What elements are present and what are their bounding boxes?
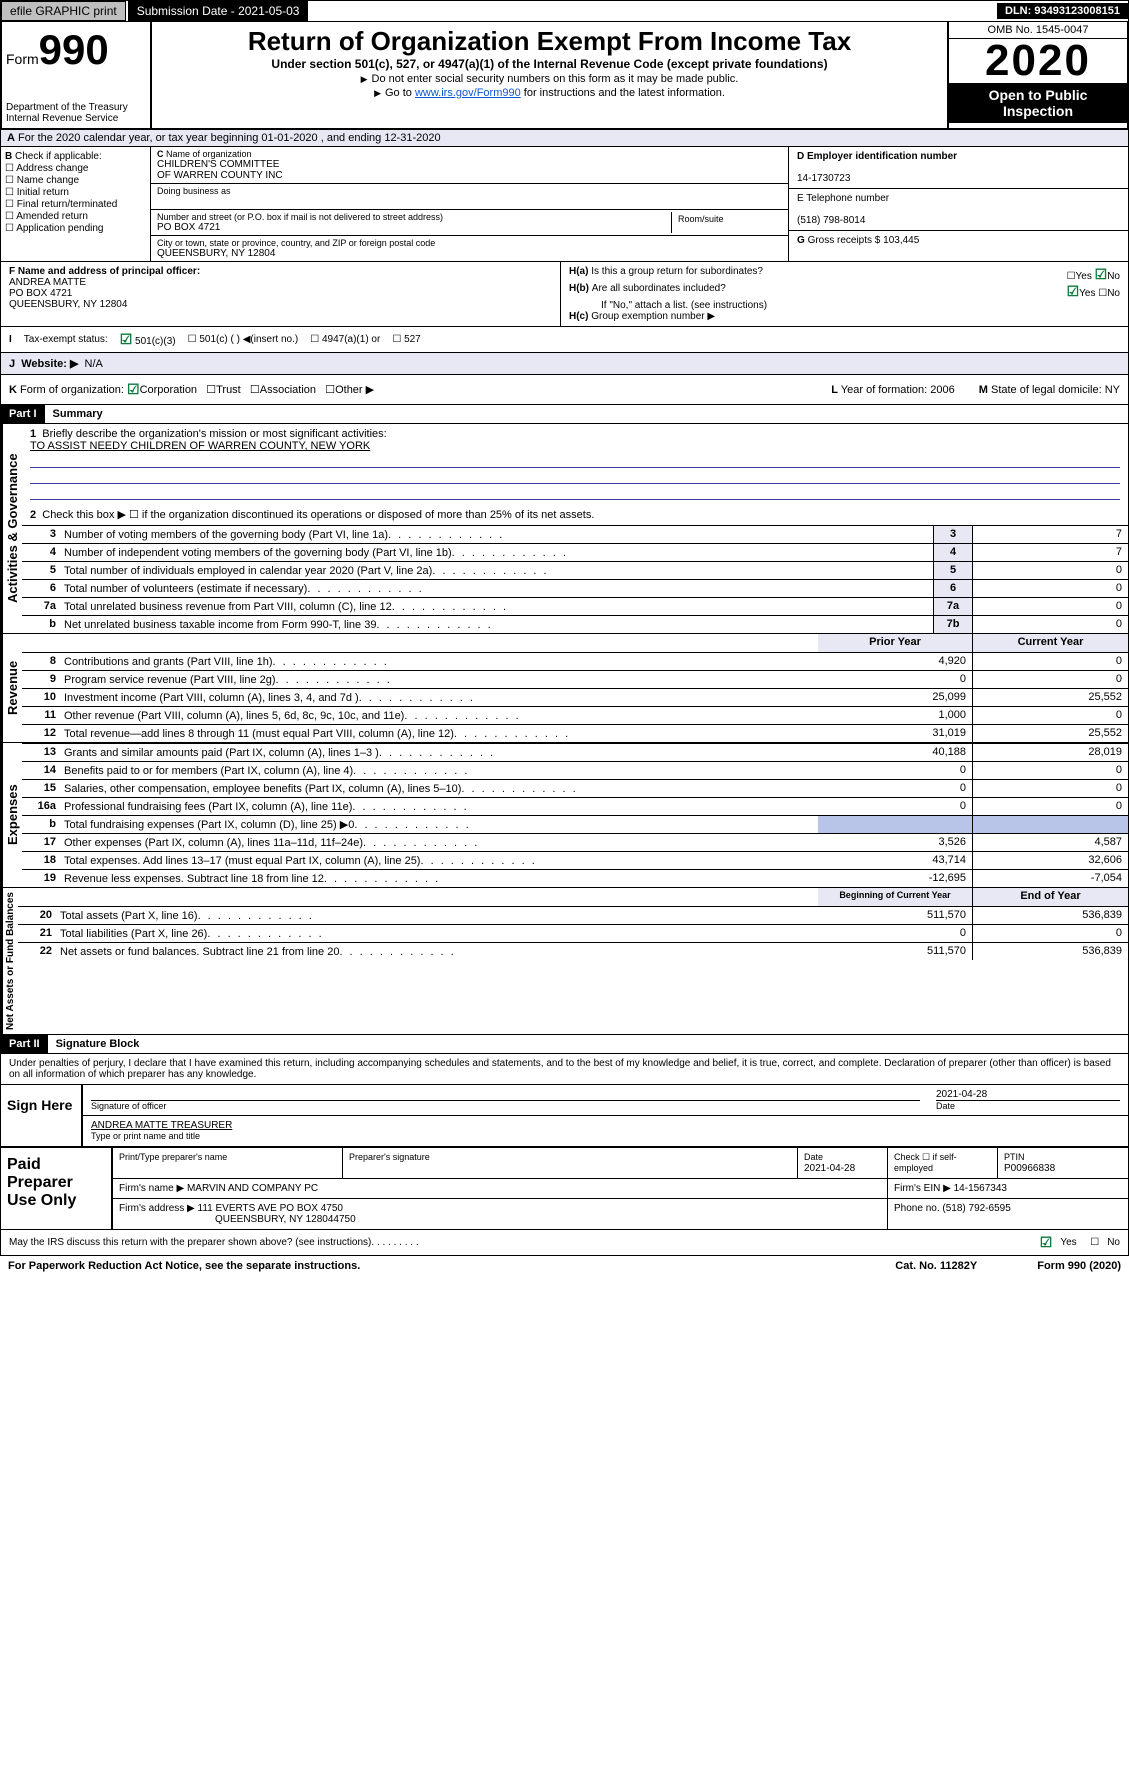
footer-irs-discuss: May the IRS discuss this return with the…: [0, 1230, 1129, 1256]
signature-block: Under penalties of perjury, I declare th…: [0, 1054, 1129, 1230]
form990-link[interactable]: www.irs.gov/Form990: [415, 87, 521, 99]
col-prior-year: Prior Year: [818, 634, 973, 652]
chk-address-change[interactable]: ☐ Address change: [5, 163, 146, 174]
chk-amended[interactable]: ☐ Amended return: [5, 211, 146, 222]
top-toolbar: efile GRAPHIC print Submission Date - 20…: [0, 0, 1129, 22]
form-header: Form990 Department of the Treasury Inter…: [0, 22, 1129, 130]
form-label: Form: [6, 51, 39, 67]
part-ii-header: Part II: [1, 1035, 48, 1053]
officer-name: ANDREA MATTE: [9, 277, 552, 288]
header-block-bcde: B Check if applicable: ☐ Address change …: [0, 147, 1129, 262]
chk-name-change[interactable]: ☐ Name change: [5, 175, 146, 186]
mission-text: TO ASSIST NEEDY CHILDREN OF WARREN COUNT…: [30, 440, 1120, 452]
row-tax-exempt: I Tax-exempt status: ☑ 501(c)(3) ☐ 501(c…: [0, 327, 1129, 353]
tax-year: 2020: [949, 39, 1127, 83]
data-row: 11Other revenue (Part VIII, column (A), …: [22, 706, 1128, 724]
part-i-header: Part I: [1, 405, 45, 423]
officer-name-title: ANDREA MATTE TREASURER: [91, 1120, 232, 1131]
dln-label: DLN: 93493123008151: [997, 3, 1128, 19]
chk-initial-return[interactable]: ☐ Initial return: [5, 187, 146, 198]
data-row: 9Program service revenue (Part VIII, lin…: [22, 670, 1128, 688]
firm-address: 111 EVERTS AVE PO BOX 4750: [198, 1203, 343, 1214]
cat-no: Cat. No. 11282Y: [895, 1260, 977, 1272]
sign-here-label: Sign Here: [1, 1085, 81, 1146]
data-row: 22Net assets or fund balances. Subtract …: [18, 942, 1128, 960]
website-value: N/A: [85, 358, 103, 370]
data-row: 8Contributions and grants (Part VIII, li…: [22, 652, 1128, 670]
preparer-date: 2021-04-28: [804, 1163, 855, 1174]
col-begin-year: Beginning of Current Year: [818, 888, 973, 906]
firm-ein: 14-1567343: [954, 1183, 1007, 1194]
ptin: P00966838: [1004, 1163, 1055, 1174]
row-f-h: F Name and address of principal officer:…: [0, 262, 1129, 327]
form-number: 990: [39, 26, 109, 73]
data-row: 21Total liabilities (Part X, line 26)00: [18, 924, 1128, 942]
data-row: 14Benefits paid to or for members (Part …: [22, 761, 1128, 779]
gov-row: 7aTotal unrelated business revenue from …: [22, 597, 1128, 615]
gov-row: 4Number of independent voting members of…: [22, 543, 1128, 561]
data-row: 13Grants and similar amounts paid (Part …: [22, 743, 1128, 761]
org-name: CHILDREN'S COMMITTEE OF WARREN COUNTY IN…: [157, 159, 782, 181]
data-row: 20Total assets (Part X, line 16)511,5705…: [18, 906, 1128, 924]
gov-row: bNet unrelated business taxable income f…: [22, 615, 1128, 633]
telephone: (518) 798-8014: [797, 215, 865, 226]
department-label: Department of the Treasury Internal Reve…: [6, 102, 146, 124]
vlabel-revenue: Revenue: [1, 634, 22, 742]
penalty-statement: Under penalties of perjury, I declare th…: [1, 1054, 1128, 1084]
efile-button[interactable]: efile GRAPHIC print: [1, 1, 126, 21]
vlabel-net-assets: Net Assets or Fund Balances: [1, 888, 18, 1034]
footer-paperwork: For Paperwork Reduction Act Notice, see …: [0, 1256, 1129, 1276]
firm-phone: (518) 792-6595: [942, 1203, 1010, 1214]
officer-city: QUEENSBURY, NY 12804: [9, 299, 552, 310]
officer-addr: PO BOX 4721: [9, 288, 552, 299]
gov-row: 6Total number of volunteers (estimate if…: [22, 579, 1128, 597]
vlabel-expenses: Expenses: [1, 743, 22, 887]
open-public-label: Open to Public Inspection: [949, 83, 1127, 123]
year-formation: Year of formation: 2006: [841, 384, 955, 396]
submission-date-button[interactable]: Submission Date - 2021-05-03: [128, 1, 309, 21]
sig-date: 2021-04-28: [936, 1089, 987, 1100]
data-row: 17Other expenses (Part IX, column (A), l…: [22, 833, 1128, 851]
data-row: bTotal fundraising expenses (Part IX, co…: [22, 815, 1128, 833]
gov-row: 5Total number of individuals employed in…: [22, 561, 1128, 579]
city-state-zip: QUEENSBURY, NY 12804: [157, 248, 782, 259]
firm-name: MARVIN AND COMPANY PC: [187, 1183, 318, 1194]
col-current-year: Current Year: [973, 634, 1128, 652]
form-title: Return of Organization Exempt From Incom…: [160, 26, 939, 57]
data-row: 19Revenue less expenses. Subtract line 1…: [22, 869, 1128, 887]
state-domicile: State of legal domicile: NY: [991, 384, 1120, 396]
row-klm: K Form of organization: ☑ Corporation ☐ …: [0, 375, 1129, 405]
note-link: Go to www.irs.gov/Form990 for instructio…: [160, 87, 939, 99]
data-row: 15Salaries, other compensation, employee…: [22, 779, 1128, 797]
gross-receipts: Gross receipts $ 103,445: [808, 235, 920, 246]
ein: 14-1730723: [797, 173, 850, 184]
paid-preparer-label: Paid Preparer Use Only: [1, 1148, 111, 1229]
data-row: 18Total expenses. Add lines 13–17 (must …: [22, 851, 1128, 869]
data-row: 16aProfessional fundraising fees (Part I…: [22, 797, 1128, 815]
section-c: C Name of organizationCHILDREN'S COMMITT…: [151, 147, 788, 261]
chk-final-return[interactable]: ☐ Final return/terminated: [5, 199, 146, 210]
data-row: 12Total revenue—add lines 8 through 11 (…: [22, 724, 1128, 742]
street-address: PO BOX 4721: [157, 222, 671, 233]
line-a: A For the 2020 calendar year, or tax yea…: [0, 130, 1129, 147]
form-ref: Form 990 (2020): [1037, 1260, 1121, 1272]
data-row: 10Investment income (Part VIII, column (…: [22, 688, 1128, 706]
part-i-title: Summary: [45, 405, 111, 423]
row-website: J Website: ▶ N/A: [0, 353, 1129, 375]
vlabel-governance: Activities & Governance: [1, 424, 22, 633]
section-b: B Check if applicable: ☐ Address change …: [1, 147, 151, 261]
gov-row: 3Number of voting members of the governi…: [22, 525, 1128, 543]
note-ssn: Do not enter social security numbers on …: [160, 73, 939, 85]
chk-app-pending[interactable]: ☐ Application pending: [5, 223, 146, 234]
part-ii-title: Signature Block: [48, 1035, 148, 1053]
col-end-year: End of Year: [973, 888, 1128, 906]
form-subtitle: Under section 501(c), 527, or 4947(a)(1)…: [160, 57, 939, 71]
